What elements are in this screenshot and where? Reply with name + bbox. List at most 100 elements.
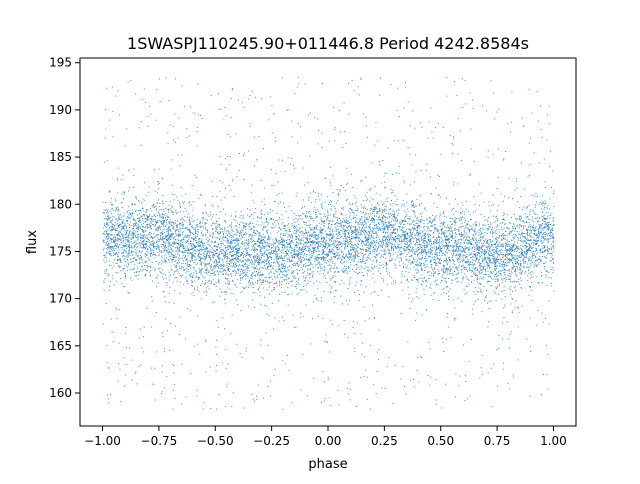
data-point [515, 268, 517, 270]
data-point [186, 259, 188, 261]
data-point [490, 246, 492, 248]
data-point [347, 266, 349, 268]
data-point [105, 201, 107, 203]
data-point [479, 233, 481, 235]
data-point [414, 319, 416, 321]
data-point [138, 229, 140, 231]
data-point [517, 238, 519, 240]
data-point [530, 264, 532, 266]
data-point [314, 207, 316, 209]
data-point [144, 226, 146, 228]
data-point [538, 282, 540, 284]
data-point [230, 242, 232, 244]
data-point [365, 125, 367, 127]
data-point [351, 269, 353, 271]
data-point [234, 284, 236, 286]
data-point [514, 230, 516, 232]
data-point [129, 216, 131, 218]
data-point [309, 215, 311, 217]
data-point [476, 247, 478, 249]
data-point [256, 261, 258, 263]
data-point [205, 287, 207, 289]
data-point [237, 261, 239, 263]
data-point [139, 221, 141, 223]
data-point [476, 268, 478, 270]
data-point [215, 264, 217, 266]
data-point [543, 158, 545, 160]
data-point [226, 261, 228, 263]
data-point [171, 234, 173, 236]
data-point [464, 261, 466, 263]
data-point [310, 228, 312, 230]
data-point [503, 317, 505, 319]
data-point [411, 239, 413, 241]
data-point [467, 243, 469, 245]
data-point [232, 236, 234, 238]
data-point [378, 236, 380, 238]
data-point [534, 213, 536, 215]
data-point [232, 248, 234, 250]
data-point [340, 251, 342, 253]
data-point [307, 258, 309, 260]
data-point [512, 247, 514, 249]
data-point [248, 287, 250, 289]
data-point [487, 302, 489, 304]
data-point [202, 249, 204, 251]
data-point [374, 244, 376, 246]
data-point [273, 250, 275, 252]
data-point [141, 230, 143, 232]
data-point [525, 249, 527, 251]
data-point [233, 253, 235, 255]
data-point [503, 213, 505, 215]
data-point [468, 236, 470, 238]
data-point [521, 240, 523, 242]
data-point [287, 261, 289, 263]
data-point [200, 241, 202, 243]
data-point [336, 234, 338, 235]
data-point [447, 230, 449, 232]
data-point [400, 243, 402, 245]
data-point [365, 250, 367, 252]
data-point [199, 353, 201, 355]
data-point [315, 228, 317, 230]
data-point [111, 249, 113, 251]
data-point [409, 249, 411, 251]
data-point [373, 384, 375, 386]
data-point [160, 229, 162, 231]
data-point [252, 292, 254, 294]
data-point [446, 231, 448, 233]
data-point [296, 262, 298, 264]
data-point [478, 253, 480, 255]
data-point [204, 257, 206, 259]
data-point [165, 277, 167, 279]
data-point [261, 275, 263, 277]
data-point [228, 260, 230, 262]
data-point [315, 242, 317, 244]
data-point [388, 237, 390, 239]
data-point [224, 220, 226, 222]
data-point [162, 236, 164, 238]
data-point [409, 235, 411, 237]
data-point [447, 238, 449, 240]
data-point [507, 227, 509, 229]
data-point [333, 216, 335, 218]
data-point [438, 194, 440, 196]
data-point [148, 224, 150, 226]
data-point [215, 354, 217, 355]
data-point [404, 237, 406, 239]
data-point [338, 257, 340, 259]
data-point [474, 260, 476, 262]
data-point [133, 268, 135, 270]
data-point [344, 246, 346, 248]
data-point [500, 273, 502, 275]
data-point [423, 226, 425, 228]
data-point [245, 273, 247, 275]
data-point [184, 255, 186, 257]
data-point [237, 239, 239, 241]
data-point [135, 221, 137, 223]
data-point [311, 246, 313, 248]
data-point [208, 216, 210, 218]
data-point [326, 216, 328, 218]
data-point [516, 246, 518, 248]
data-point [290, 259, 292, 261]
